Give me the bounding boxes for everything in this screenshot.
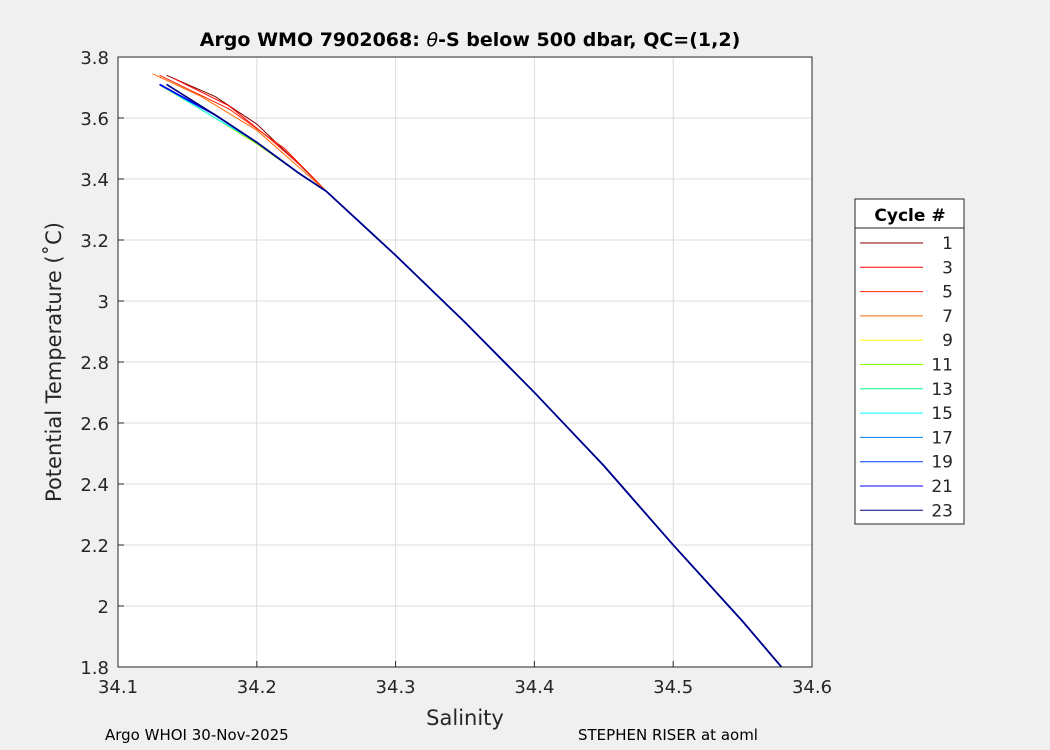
chart-title: Argo WMO 7902068: θ-S below 500 dbar, QC…	[200, 29, 741, 51]
x-tick-label: 34.4	[514, 677, 554, 698]
legend-label: 21	[931, 477, 953, 497]
y-tick-label: 3.8	[80, 48, 109, 69]
y-tick-label: 3.2	[80, 231, 109, 252]
y-tick-label: 2	[98, 597, 109, 618]
y-tick-label: 2.8	[80, 353, 109, 374]
y-tick-label: 3	[98, 292, 109, 313]
legend-label: 15	[931, 404, 953, 424]
legend-label: 7	[942, 307, 953, 327]
y-axis-label: Potential Temperature (˚C)	[42, 222, 66, 502]
legend-label: 1	[942, 234, 953, 254]
y-tick-label: 2.4	[80, 475, 109, 496]
x-tick-label: 34.5	[653, 677, 693, 698]
x-tick-label: 34.2	[237, 677, 277, 698]
x-tick-label: 34.6	[792, 677, 832, 698]
y-tick-label: 2.2	[80, 536, 109, 557]
legend-label: 23	[931, 501, 953, 521]
x-axis-label: Salinity	[426, 706, 504, 730]
legend-label: 13	[931, 380, 953, 400]
legend-label: 17	[931, 428, 953, 448]
legend-label: 11	[931, 356, 953, 376]
legend-label: 9	[942, 331, 953, 351]
y-tick-label: 3.6	[80, 109, 109, 130]
footer-left: Argo WHOI 30-Nov-2025	[105, 726, 289, 744]
x-tick-label: 34.1	[98, 677, 138, 698]
y-tick-label: 1.8	[80, 658, 109, 679]
legend-label: 3	[942, 258, 953, 278]
y-tick-label: 2.6	[80, 414, 109, 435]
x-tick-label: 34.3	[376, 677, 416, 698]
legend-title: Cycle #	[874, 206, 945, 226]
footer-right: STEPHEN RISER at aoml	[578, 726, 758, 744]
series-line-cycle-23	[166, 83, 783, 668]
legend-label: 5	[942, 283, 953, 303]
y-tick-label: 3.4	[80, 170, 109, 191]
legend-label: 19	[931, 453, 953, 473]
